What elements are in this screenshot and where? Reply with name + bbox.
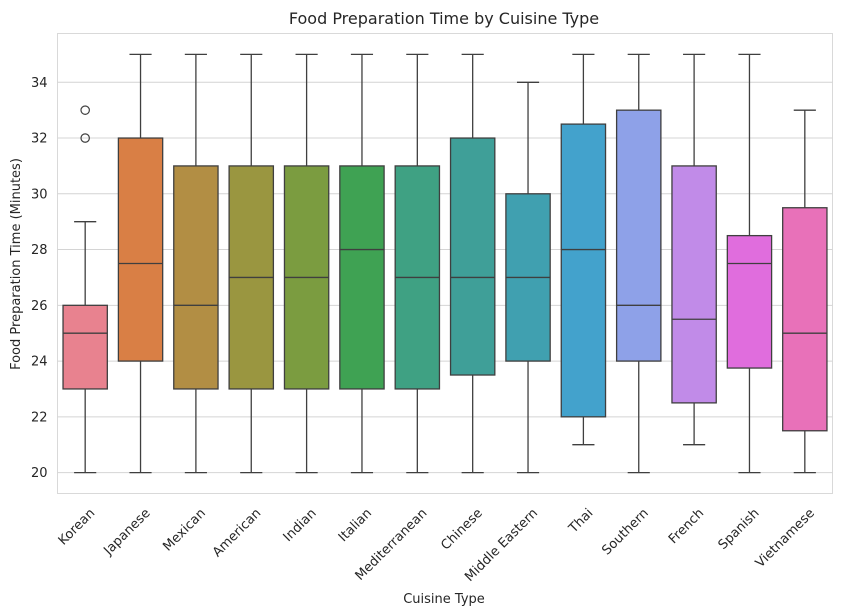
y-tick-label: 34 — [31, 76, 48, 91]
x-axis-label: Cuisine Type — [403, 592, 485, 607]
box-american — [228, 53, 275, 474]
x-tick-label: Southern — [599, 506, 651, 558]
y-axis-ticks: 20 22 24 26 28 30 32 34 — [31, 76, 48, 481]
box-thai — [560, 53, 607, 446]
y-tick-label: 28 — [31, 243, 48, 258]
y-tick-label: 30 — [31, 187, 48, 202]
iqr-box — [726, 234, 773, 369]
x-tick-label: Thai — [565, 506, 596, 537]
iqr-box — [671, 165, 717, 404]
box-chinese — [449, 53, 496, 474]
boxes — [62, 53, 828, 474]
x-tick-label: American — [210, 506, 264, 560]
iqr-box — [449, 137, 496, 376]
box-italian — [339, 53, 385, 474]
iqr-box — [173, 165, 219, 390]
x-tick-label: French — [666, 506, 707, 547]
outlier-point — [80, 105, 90, 115]
box-vietnamese — [782, 109, 828, 474]
box-mexican — [173, 53, 219, 474]
box-mediterranean — [394, 53, 441, 474]
y-tick-label: 24 — [31, 355, 48, 370]
x-tick-label: Chinese — [438, 506, 485, 553]
x-tick-label: Japanese — [101, 506, 154, 559]
x-tick-label: Italian — [336, 506, 375, 545]
y-tick-label: 22 — [31, 410, 48, 425]
x-tick-label: Spanish — [716, 506, 763, 553]
chart-title: Food Preparation Time by Cuisine Type — [289, 9, 599, 28]
iqr-box — [339, 165, 385, 390]
y-tick-label: 26 — [31, 299, 48, 314]
iqr-box — [117, 137, 164, 362]
x-tick-label: Korean — [56, 506, 98, 548]
iqr-box — [782, 207, 828, 432]
y-axis-label: Food Preparation Time (Minutes) — [9, 158, 24, 370]
x-axis-ticks: Korean Japanese Mexican American Indian Itali… — [56, 506, 818, 585]
iqr-box — [560, 123, 607, 418]
x-tick-label: Vietnamese — [753, 506, 818, 571]
box-southern — [615, 53, 662, 474]
box-spanish — [726, 53, 773, 474]
x-tick-label: Mexican — [160, 506, 209, 555]
box-korean — [62, 105, 108, 474]
box-japanese — [117, 53, 164, 474]
y-tick-label: 32 — [31, 132, 48, 147]
iqr-box — [615, 109, 662, 362]
x-tick-label: Indian — [281, 506, 320, 545]
outlier-point — [80, 133, 90, 143]
box-indian — [283, 53, 330, 474]
iqr-box — [62, 304, 108, 390]
box-middle-eastern — [505, 81, 551, 474]
y-tick-label: 20 — [31, 466, 48, 481]
box-french — [671, 53, 717, 446]
